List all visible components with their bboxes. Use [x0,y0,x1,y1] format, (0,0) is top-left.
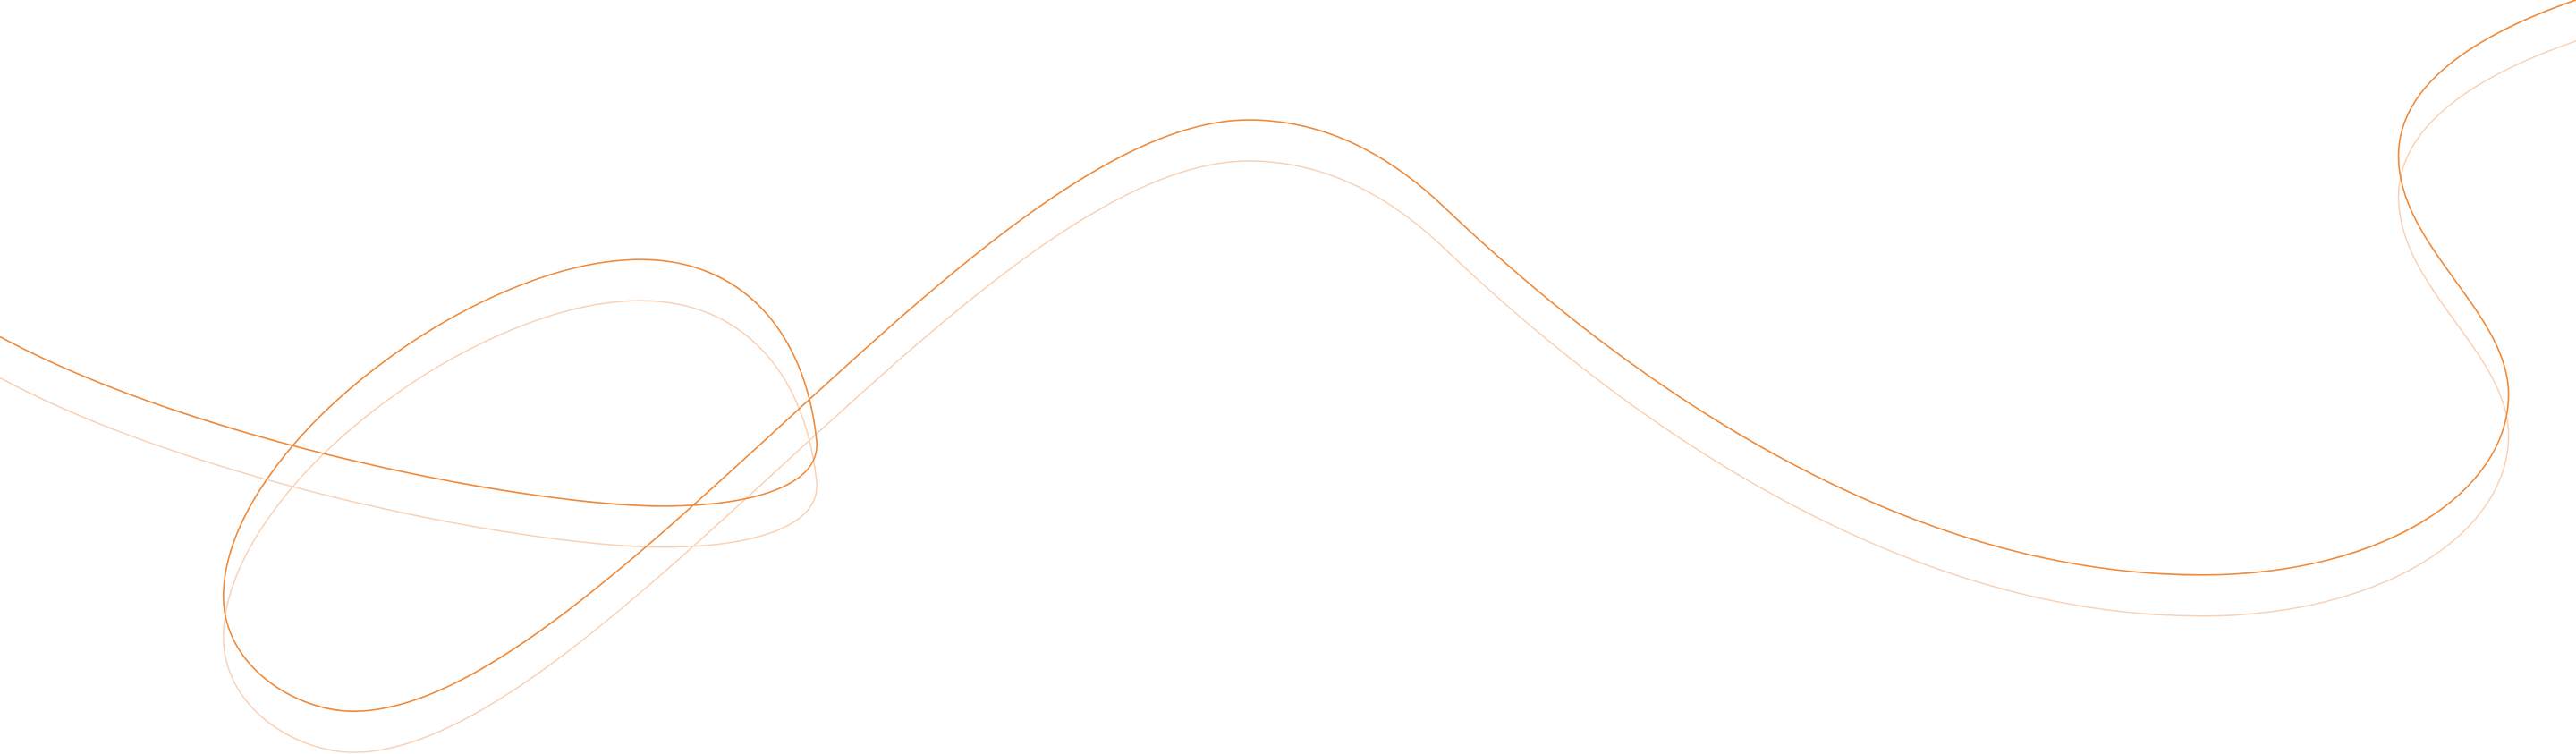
main-curve [0,0,2576,713]
shadow-curve [0,39,2576,754]
